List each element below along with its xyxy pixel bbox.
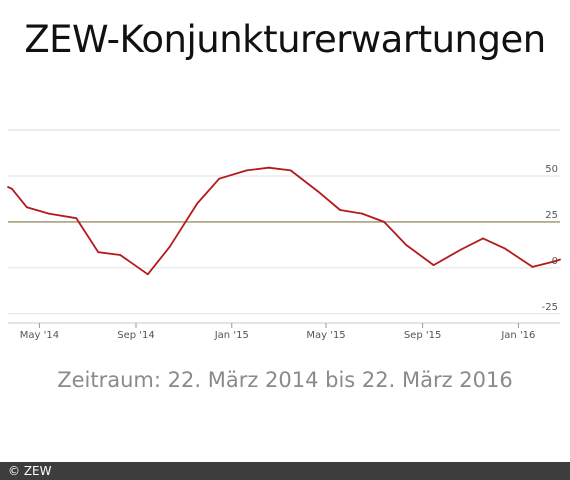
series-line: [7, 166, 561, 276]
data-point: [559, 258, 561, 261]
copyright-label: © ZEW: [8, 464, 52, 478]
chart-title: ZEW-Konjunkturerwartungen: [24, 18, 546, 61]
data-point: [267, 166, 270, 169]
data-point: [482, 237, 484, 240]
y-tick-label: -25: [542, 302, 558, 313]
data-point: [245, 169, 248, 172]
data-point: [531, 266, 534, 268]
data-point: [146, 273, 149, 276]
x-tick-label: Sep '15: [404, 330, 442, 341]
data-point: [196, 202, 199, 205]
y-tick-label: 25: [545, 210, 558, 221]
x-tick-label: Jan '15: [214, 330, 249, 341]
data-point: [405, 243, 407, 246]
footer-bar: © ZEW: [0, 462, 570, 480]
data-point: [11, 187, 13, 190]
chart-caption: Zeitraum: 22. März 2014 bis 22. März 201…: [57, 368, 513, 392]
x-tick-label: May '15: [306, 330, 345, 341]
data-point: [383, 221, 386, 223]
data-point: [47, 212, 50, 215]
data-point: [504, 247, 506, 250]
data-point: [460, 248, 462, 251]
x-tick-label: Jan '16: [500, 330, 535, 341]
data-point: [75, 217, 78, 220]
data-point: [361, 212, 364, 215]
data-point: [289, 169, 292, 172]
data-point: [218, 177, 221, 180]
data-point: [339, 209, 342, 211]
data-point: [317, 190, 320, 193]
x-tick-label: Sep '14: [117, 330, 155, 341]
data-point: [97, 251, 100, 254]
y-tick-label: 50: [545, 164, 558, 175]
data-point: [168, 245, 171, 248]
data-point: [7, 186, 9, 188]
data-point: [553, 260, 556, 263]
data-point: [119, 254, 122, 256]
x-tick-label: May '14: [20, 330, 59, 341]
data-point: [432, 264, 435, 266]
data-point: [25, 206, 28, 209]
